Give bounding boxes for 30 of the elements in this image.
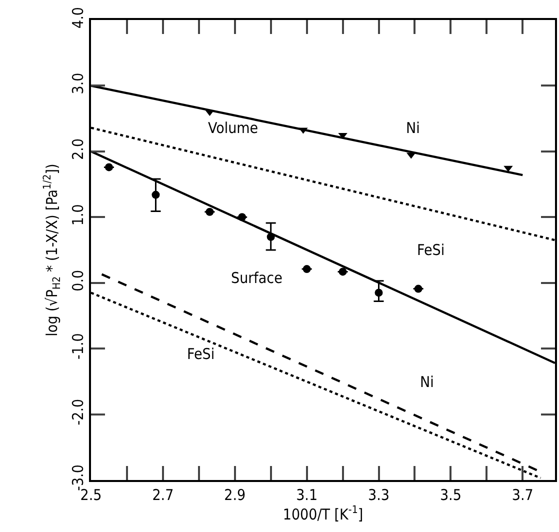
- annotation: Ni: [406, 119, 420, 137]
- point: [302, 265, 311, 274]
- y-tick-label: 1.0: [69, 204, 87, 226]
- annotation: Ni: [420, 373, 434, 391]
- y-tick-label: 3.0: [69, 72, 87, 94]
- annotation: FeSi: [187, 345, 215, 363]
- y-tick-label: 2.0: [69, 138, 87, 160]
- annotation: FeSi: [417, 241, 445, 259]
- point: [238, 213, 246, 222]
- point: [104, 163, 113, 172]
- point: [152, 190, 160, 199]
- x-axis-title: 1000/T [K$^{-1}$]: [282, 504, 364, 524]
- x-tick-label: 3.3: [368, 486, 390, 504]
- x-tick-label: 2.9: [224, 486, 246, 504]
- point: [206, 208, 214, 216]
- y-tick-label: 4.0: [69, 7, 87, 28]
- y-tick-label: 0.0: [69, 270, 87, 292]
- x-tick-label: 3.5: [440, 486, 462, 504]
- point: [338, 268, 347, 276]
- x-tick-label: 3.1: [296, 486, 318, 504]
- point: [414, 284, 422, 293]
- annotation: Volume: [208, 119, 258, 137]
- annotation: Surface: [231, 269, 282, 287]
- point: [374, 288, 383, 297]
- x-tick-label: 2.7: [152, 486, 174, 504]
- x-tick-label: 3.7: [512, 486, 534, 504]
- y-tick-label: -1.0: [69, 333, 87, 360]
- x-tick-label: 2.5: [80, 486, 102, 504]
- point: [266, 232, 275, 241]
- y-tick-label: -2.0: [69, 398, 87, 426]
